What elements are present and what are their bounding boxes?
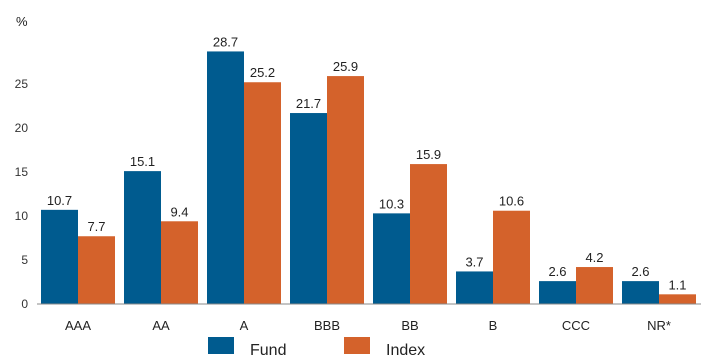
bar-fund (456, 271, 493, 304)
x-tick-label: BBB (314, 318, 340, 333)
legend-label-index: Index (386, 342, 425, 358)
data-label: 10.6 (499, 194, 524, 209)
x-tick-label: AAA (65, 318, 91, 333)
data-label: 21.7 (296, 96, 321, 111)
data-label: 2.6 (631, 264, 649, 279)
data-label: 9.4 (170, 204, 188, 219)
bar-index (161, 221, 198, 304)
x-tick-label: A (240, 318, 249, 333)
legend-swatch-fund (208, 337, 234, 354)
x-axis: AAA AA A BBB BB B CCC NR* (37, 303, 701, 333)
data-label: 10.7 (47, 193, 72, 208)
data-label: 28.7 (213, 34, 238, 49)
bar-fund (124, 171, 161, 304)
y-tick-label: 10 (15, 209, 29, 223)
bar-index (78, 236, 115, 304)
data-label: 25.2 (250, 65, 275, 80)
bar-fund (41, 209, 78, 304)
data-label: 10.3 (379, 196, 404, 211)
bar-index (576, 267, 613, 304)
bar-fund (207, 51, 244, 304)
y-axis-unit: % (16, 14, 28, 29)
legend: Fund Index (208, 337, 425, 358)
y-axis: 0 5 10 15 20 25 (15, 77, 29, 311)
bar-index (244, 82, 281, 305)
data-label: 3.7 (465, 254, 483, 269)
bar-index (659, 294, 696, 304)
data-label: 15.9 (416, 147, 441, 162)
y-tick-label: 25 (15, 77, 29, 91)
bars: 10.7 7.7 15.1 9.4 28.7 25.2 21.7 25.9 10.3 15.9 3.… (41, 34, 696, 305)
x-tick-label: BB (401, 318, 418, 333)
data-label: 4.2 (585, 250, 603, 265)
legend-label-fund: Fund (250, 342, 286, 358)
bar-fund (290, 113, 327, 304)
bar-index (327, 76, 364, 304)
bar-fund (539, 281, 576, 304)
data-label: 1.1 (668, 277, 686, 292)
bar-index (493, 210, 530, 304)
bar-fund (622, 281, 659, 304)
data-label: 15.1 (130, 154, 155, 169)
x-tick-label: CCC (562, 318, 590, 333)
bar-fund (373, 213, 410, 304)
data-label: 2.6 (548, 264, 566, 279)
x-tick-label: AA (152, 318, 170, 333)
x-tick-label: NR* (647, 318, 671, 333)
y-tick-label: 20 (15, 121, 29, 135)
x-tick-label: B (489, 318, 498, 333)
y-tick-label: 15 (15, 165, 29, 179)
legend-swatch-index (344, 337, 370, 354)
data-label: 25.9 (333, 59, 358, 74)
y-tick-label: 0 (21, 297, 28, 311)
y-tick-label: 5 (21, 253, 28, 267)
data-label: 7.7 (87, 219, 105, 234)
bar-index (410, 164, 447, 304)
